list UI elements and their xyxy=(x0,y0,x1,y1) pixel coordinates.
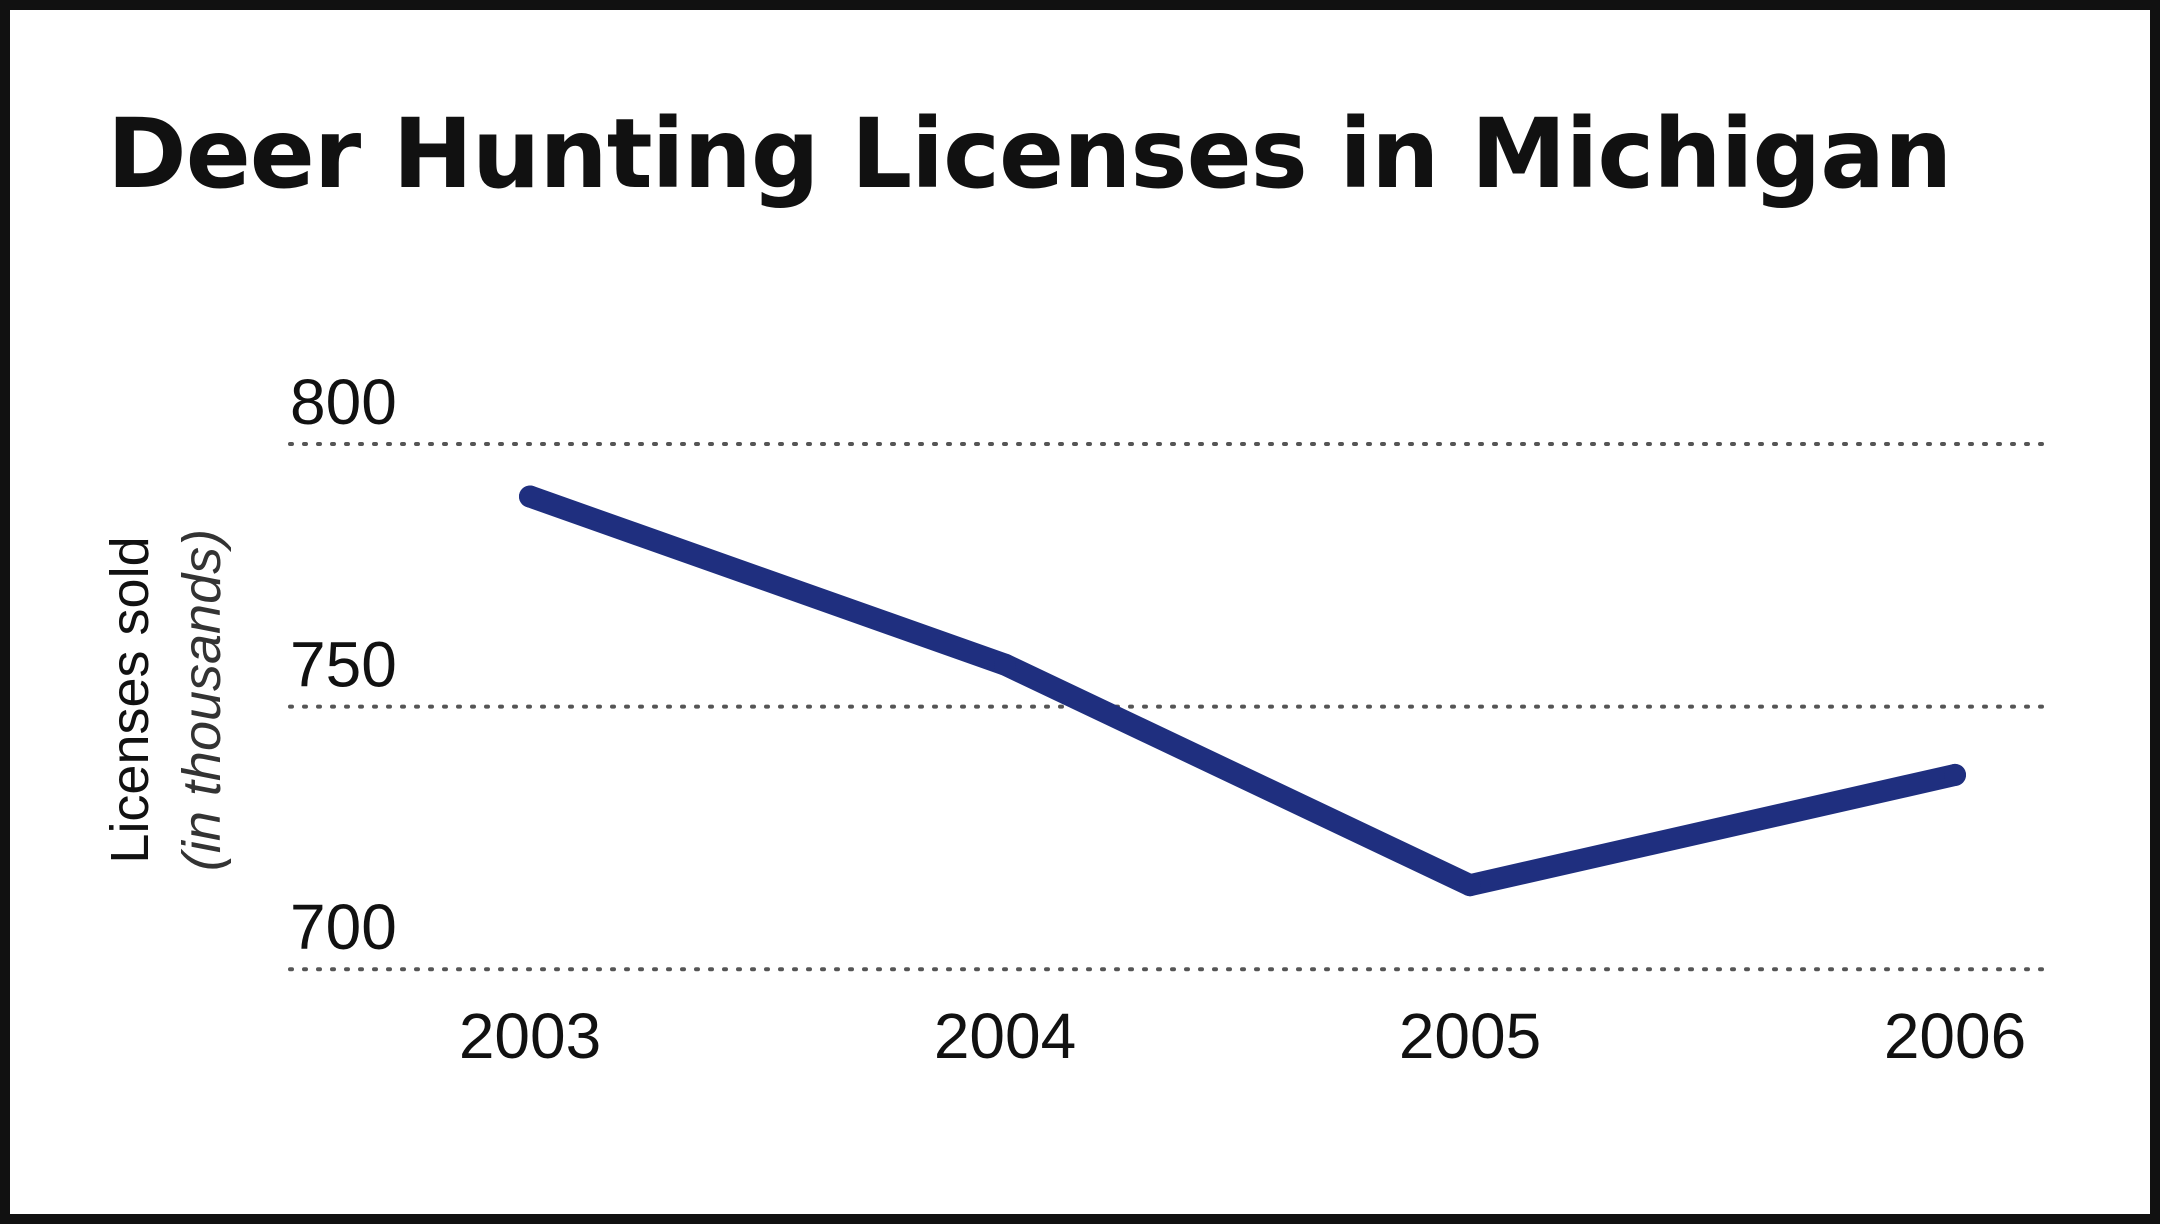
y-tick-label: 700 xyxy=(290,891,397,963)
x-tick-label: 2004 xyxy=(934,1000,1076,1072)
chart-title: Deer Hunting Licenses in Michigan xyxy=(107,98,1952,210)
x-tick-label: 2003 xyxy=(459,1000,601,1072)
series-group xyxy=(519,485,1966,897)
y-axis-label-main: Licenses sold xyxy=(100,536,160,863)
data-point-2004 xyxy=(994,653,1016,676)
data-point-2005 xyxy=(1459,874,1481,897)
y-tick-label: 750 xyxy=(290,629,397,701)
gridlines xyxy=(288,442,2052,972)
data-point-2003 xyxy=(519,485,541,508)
data-point-2006 xyxy=(1944,763,1966,786)
x-tick-label: 2005 xyxy=(1399,1000,1541,1072)
x-tick-labels: 2003 2004 2005 2006 xyxy=(459,1000,2026,1072)
series-line xyxy=(519,485,1966,897)
y-axis-label: Licenses sold (in thousands) xyxy=(100,529,232,871)
y-axis-label-sub: (in thousands) xyxy=(172,529,232,871)
y-tick-labels: 800 750 700 xyxy=(290,366,397,963)
x-tick-label: 2006 xyxy=(1884,1000,2026,1072)
y-tick-label: 800 xyxy=(290,366,397,438)
